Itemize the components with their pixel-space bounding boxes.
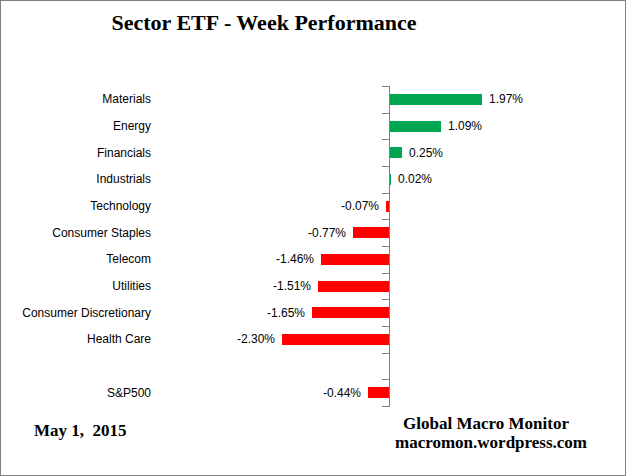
- value-label-technology: -0.07%: [341, 199, 379, 213]
- bar-s-p500: [368, 387, 389, 398]
- axis-tick: [382, 246, 390, 247]
- bar-health-care: [282, 334, 389, 345]
- value-label-telecom: -1.46%: [276, 252, 314, 266]
- value-label-energy: 1.09%: [448, 119, 482, 133]
- bar-industrials: [390, 174, 391, 185]
- value-label-health-care: -2.30%: [237, 332, 275, 346]
- bar-financials: [390, 147, 402, 158]
- value-label-s-p500: -0.44%: [323, 386, 361, 400]
- axis-tick: [382, 166, 390, 167]
- chart-area: Materials 1.97% Energy 1.09% Financials 0.25%…: [1, 1, 626, 476]
- axis-tick: [382, 406, 390, 407]
- footer-source-url: macromon.wordpress.com: [395, 433, 577, 452]
- bar-energy: [390, 121, 441, 132]
- value-label-industrials: 0.02%: [398, 172, 432, 186]
- value-label-materials: 1.97%: [489, 92, 523, 106]
- value-label-financials: 0.25%: [409, 146, 443, 160]
- category-label-energy: Energy: [113, 119, 151, 133]
- axis-tick: [382, 219, 390, 220]
- chart-window: Sector ETF - Week Performance Materials1…: [0, 0, 626, 476]
- axis-tick: [382, 299, 390, 300]
- axis-tick: [382, 113, 390, 114]
- footer-date: May 1, 2015: [34, 421, 127, 441]
- category-label-utilities: Utilities: [112, 279, 151, 293]
- bar-utilities: [318, 281, 389, 292]
- axis-tick: [382, 353, 390, 354]
- category-label-telecom: Telecom: [106, 252, 151, 266]
- category-label-consumer-discretionary: Consumer Discretionary: [22, 306, 151, 320]
- footer-source: Global Macro Monitor macromon.wordpress.…: [395, 414, 577, 452]
- bar-telecom: [321, 254, 389, 265]
- category-label-industrials: Industrials: [96, 172, 151, 186]
- bar-technology: [386, 201, 389, 212]
- category-label-materials: Materials: [102, 92, 151, 106]
- footer-source-name: Global Macro Monitor: [395, 414, 577, 433]
- axis-tick: [382, 326, 390, 327]
- value-label-utilities: -1.51%: [273, 279, 311, 293]
- value-label-consumer-staples: -0.77%: [308, 226, 346, 240]
- axis-tick: [382, 86, 390, 87]
- axis-tick: [382, 273, 390, 274]
- category-label-s-p500: S&P500: [107, 386, 151, 400]
- bar-consumer-discretionary: [312, 307, 389, 318]
- value-label-consumer-discretionary: -1.65%: [267, 306, 305, 320]
- category-label-financials: Financials: [97, 146, 151, 160]
- axis-tick: [382, 139, 390, 140]
- category-label-consumer-staples: Consumer Staples: [52, 226, 151, 240]
- bar-materials: [390, 94, 482, 105]
- axis-tick: [382, 193, 390, 194]
- category-label-technology: Technology: [90, 199, 151, 213]
- category-label-health-care: Health Care: [87, 332, 151, 346]
- axis-tick: [382, 379, 390, 380]
- bar-consumer-staples: [353, 227, 389, 238]
